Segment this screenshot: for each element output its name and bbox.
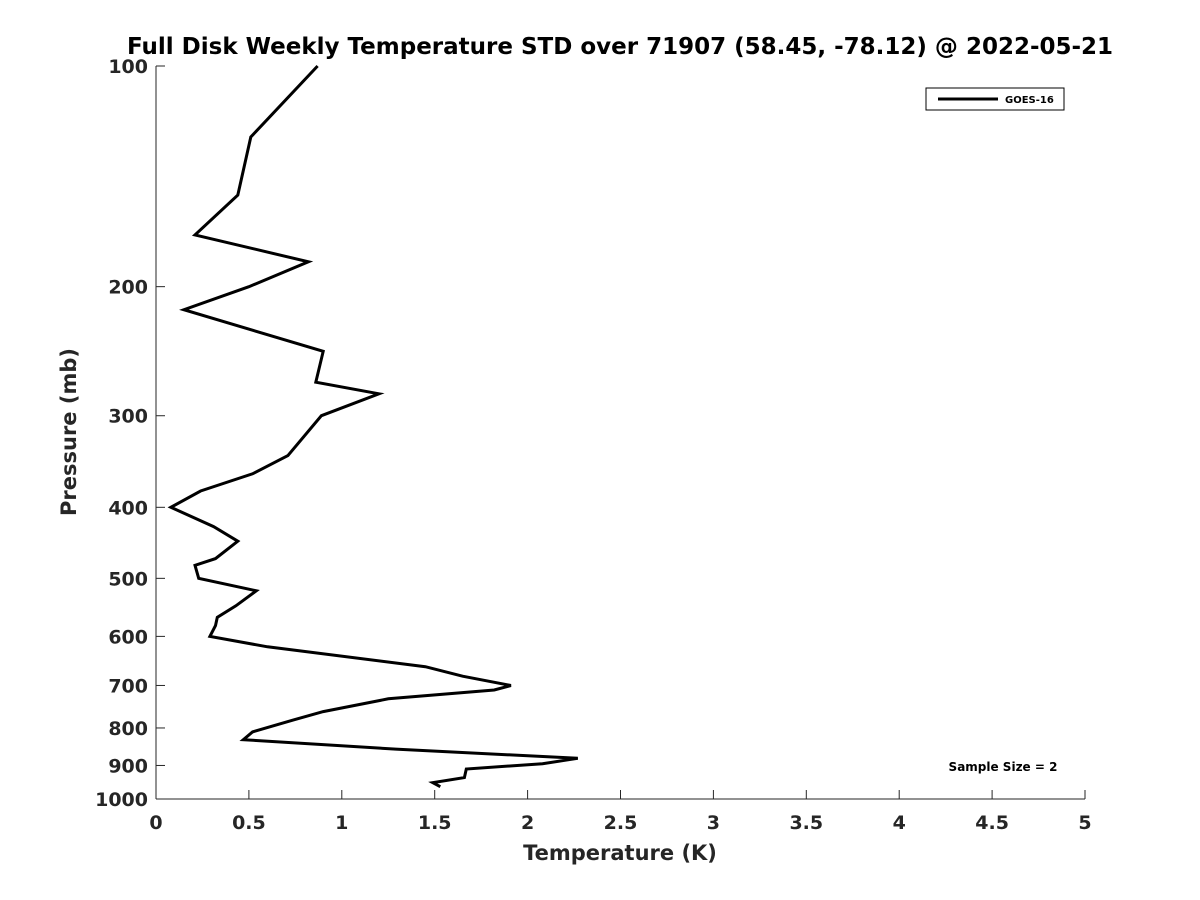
x-tick-label: 1.5 xyxy=(418,812,452,834)
ticks: 0 0.5 1 1.5 2 2.5 3 3.5 4 4.5 5 100 200 300 400 500 600 7… xyxy=(95,56,1092,834)
sample-size-annotation: Sample Size = 2 xyxy=(949,760,1058,774)
x-tick-label: 4.5 xyxy=(975,812,1009,834)
series-group xyxy=(167,64,579,789)
y-axis-label: Pressure (mb) xyxy=(57,348,81,516)
legend-label-goes-16: GOES-16 xyxy=(1005,95,1054,106)
y-tick-label: 800 xyxy=(108,718,148,740)
y-tick-label: 200 xyxy=(108,277,148,299)
axes xyxy=(155,66,1085,800)
x-axis-label: Temperature (K) xyxy=(523,841,717,865)
y-tick-label: 300 xyxy=(108,406,148,428)
series-line-goes-16 xyxy=(167,64,579,789)
x-tick-label: 3 xyxy=(707,812,720,834)
x-tick-label: 2 xyxy=(521,812,534,834)
y-tick-label: 700 xyxy=(108,675,148,697)
y-tick-label: 900 xyxy=(108,755,148,777)
y-tick-label: 500 xyxy=(108,568,148,590)
y-tick-label: 600 xyxy=(108,626,148,648)
chart-title: Full Disk Weekly Temperature STD over 71… xyxy=(127,34,1113,60)
legend: GOES-16 xyxy=(925,87,1065,111)
y-tick-label: 1000 xyxy=(95,789,148,811)
x-tick-label: 1 xyxy=(335,812,348,834)
x-tick-label: 0 xyxy=(149,812,162,834)
y-tick-label: 100 xyxy=(108,56,148,78)
x-tick-label: 2.5 xyxy=(604,812,638,834)
x-tick-label: 3.5 xyxy=(789,812,823,834)
y-tick-label: 400 xyxy=(108,497,148,519)
x-tick-label: 0.5 xyxy=(232,812,266,834)
x-tick-label: 4 xyxy=(893,812,906,834)
x-tick-label: 5 xyxy=(1078,812,1091,834)
